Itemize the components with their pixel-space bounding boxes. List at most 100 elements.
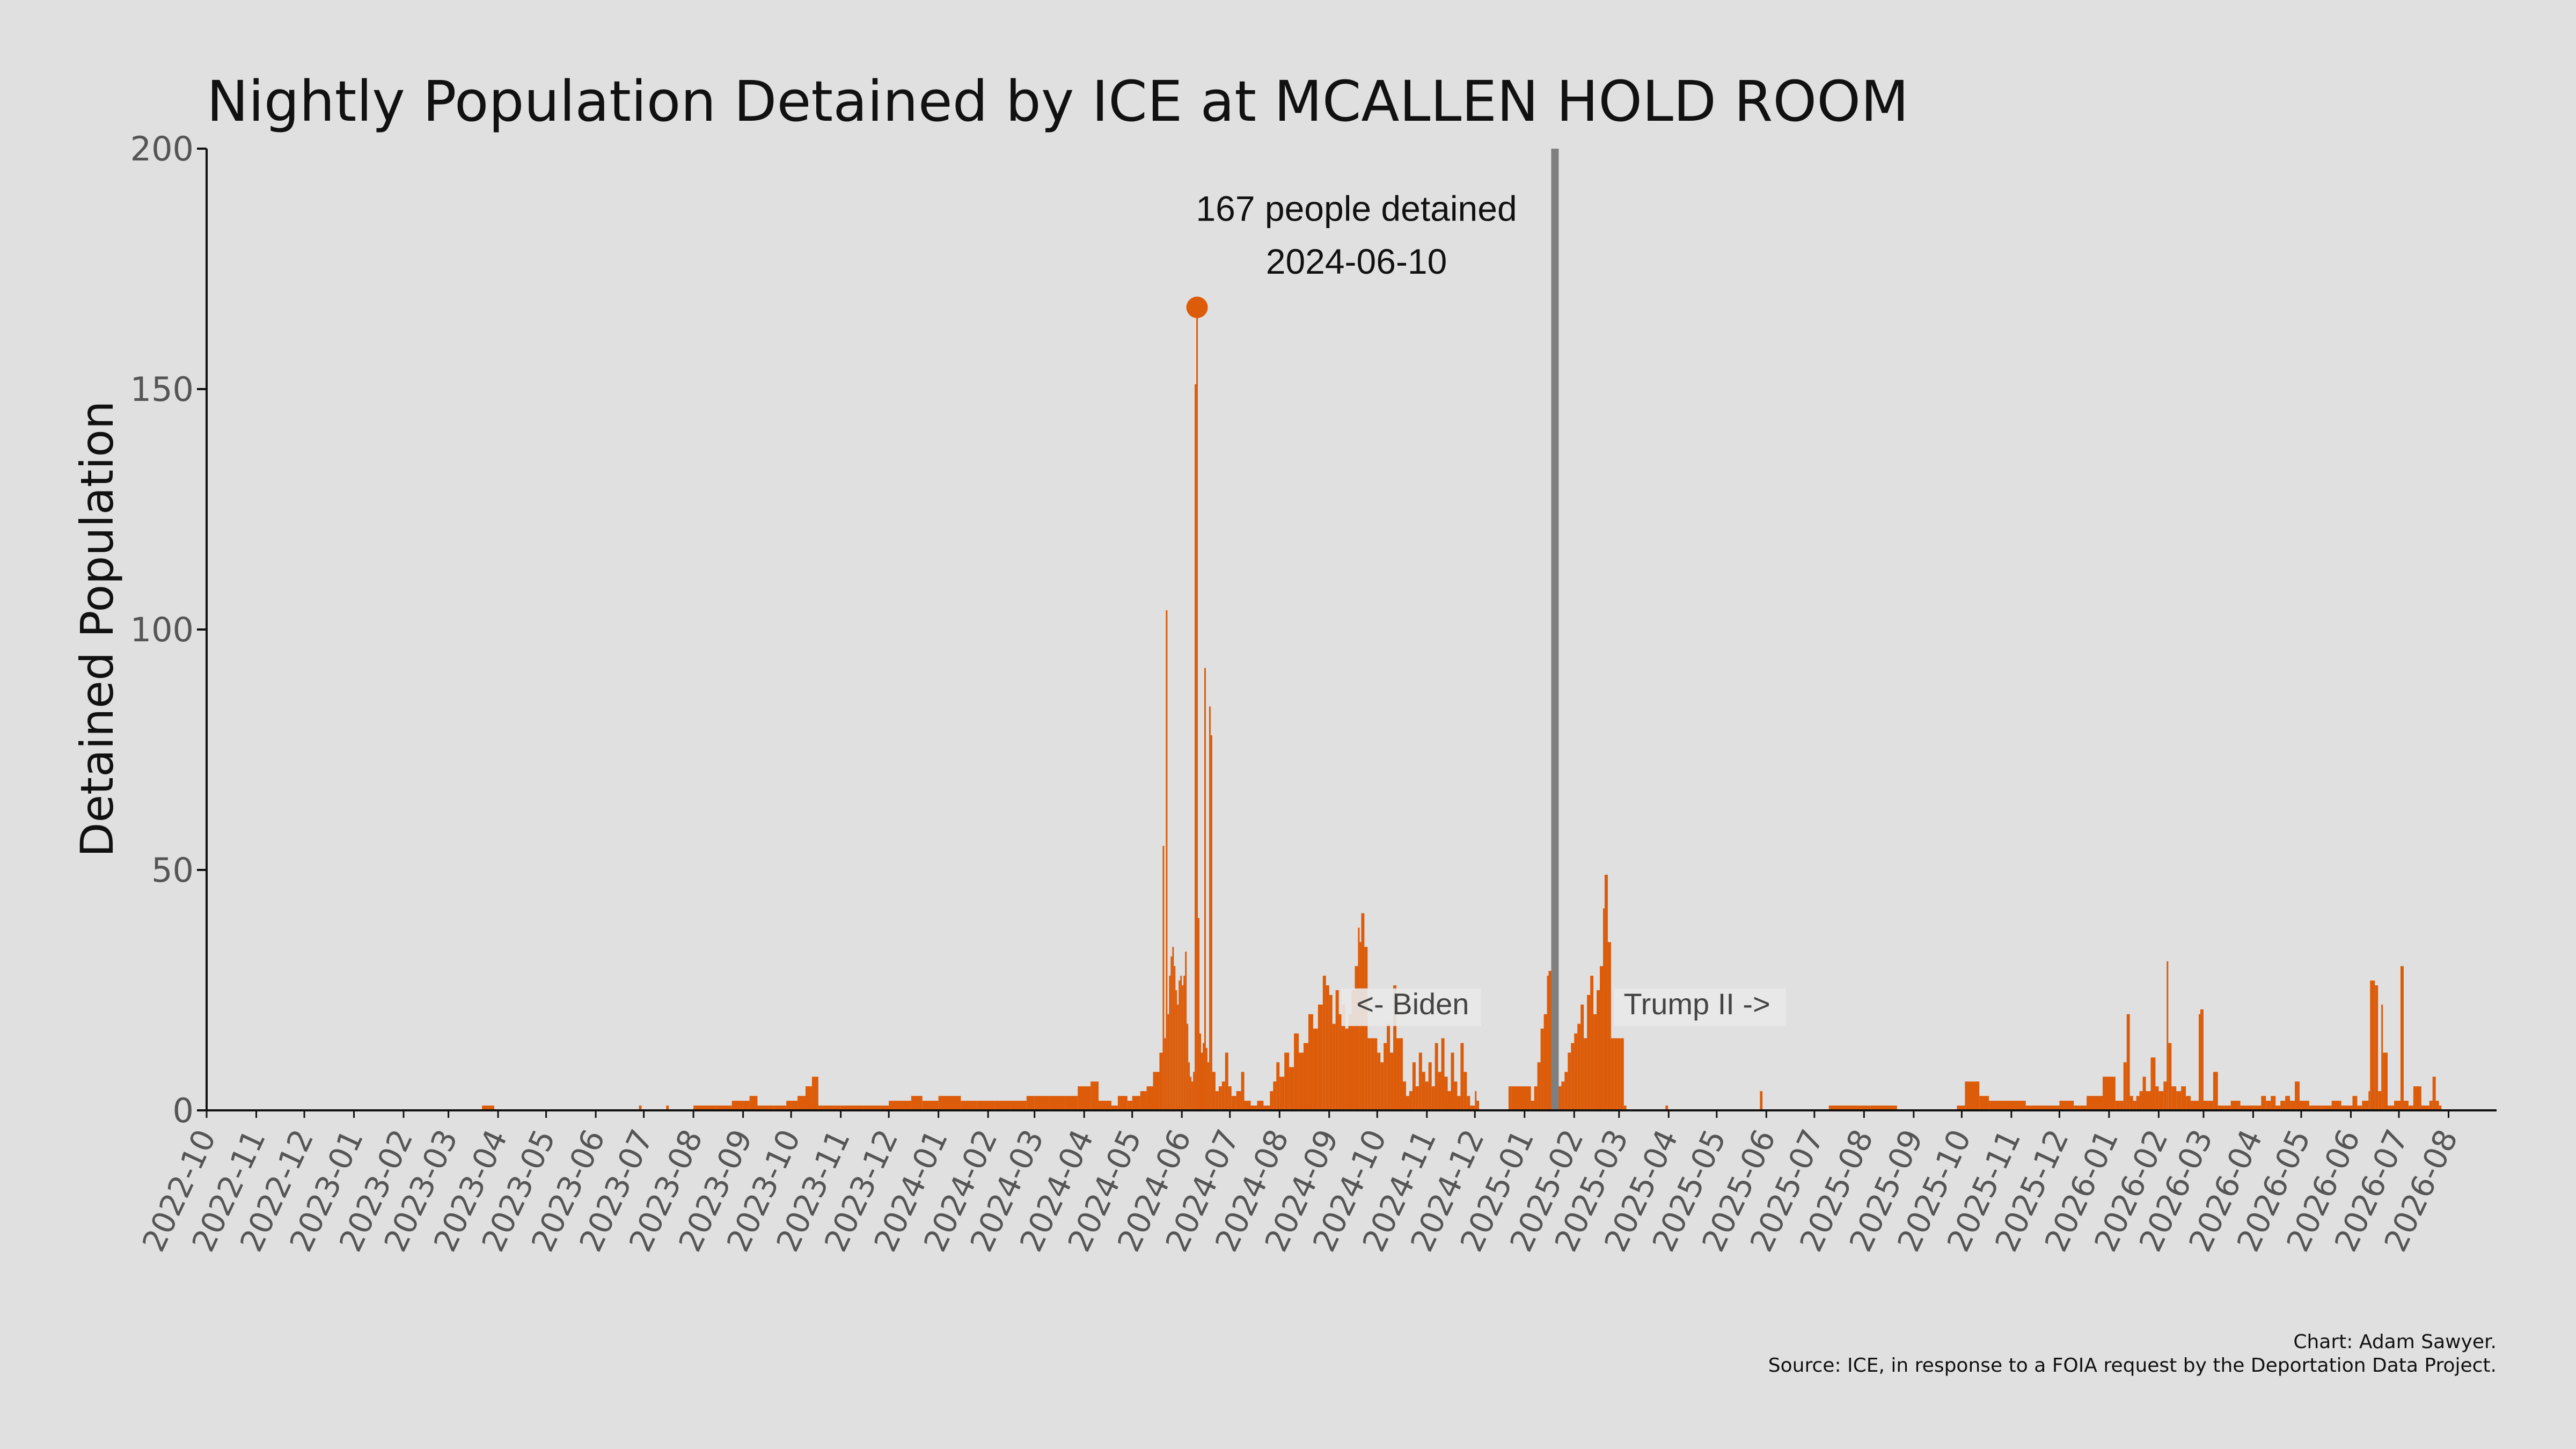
bar — [2203, 1101, 2208, 1110]
bar — [1531, 1101, 1534, 1110]
bar — [715, 1106, 732, 1110]
bar — [2378, 1091, 2382, 1110]
bar — [2218, 1106, 2224, 1110]
bar — [1225, 1052, 1228, 1110]
bar — [1571, 1043, 1575, 1110]
bar — [1543, 1014, 1547, 1110]
bar — [1111, 1106, 1118, 1110]
bar — [1010, 1101, 1027, 1110]
bar — [1345, 1028, 1349, 1110]
bar — [1180, 976, 1182, 1110]
bar — [1607, 942, 1611, 1110]
bar — [2230, 1101, 2241, 1110]
bar — [1454, 1081, 1458, 1110]
bar — [2176, 1091, 2182, 1110]
bar — [1159, 1052, 1163, 1110]
bar — [1294, 1033, 1299, 1110]
bar — [1425, 1081, 1429, 1110]
bar — [1444, 1077, 1448, 1110]
bar — [743, 1101, 750, 1110]
bar — [1342, 1004, 1345, 1110]
bar — [903, 1101, 911, 1110]
bar — [2370, 980, 2375, 1110]
bar — [840, 1106, 863, 1110]
bar — [1438, 1072, 1441, 1110]
bar — [1284, 1052, 1290, 1110]
bar — [1853, 1106, 1871, 1110]
bar — [889, 1101, 904, 1110]
y-axis-ticks: 0 50 100 150 200 — [130, 129, 207, 1130]
bar — [1476, 1101, 1480, 1110]
bar — [2155, 1086, 2159, 1110]
bar — [1244, 1101, 1251, 1110]
bar — [2181, 1086, 2186, 1110]
bar — [1435, 1043, 1438, 1110]
bar — [1183, 976, 1185, 1110]
bar — [1511, 1086, 1531, 1110]
bar — [1620, 1038, 1624, 1110]
bar — [1564, 1072, 1568, 1110]
bar — [2255, 1106, 2262, 1110]
bar — [1348, 1014, 1352, 1110]
bar — [2146, 1091, 2151, 1110]
bar — [1377, 1052, 1381, 1110]
bar — [1380, 1062, 1384, 1110]
bar — [1322, 976, 1326, 1110]
bar — [1415, 1086, 1419, 1110]
bar — [1167, 1014, 1169, 1110]
bar — [1218, 1086, 1222, 1110]
bar — [1463, 1072, 1467, 1110]
bar — [1611, 1038, 1614, 1110]
bar — [1617, 1038, 1621, 1110]
bar — [1577, 1023, 1581, 1110]
bar — [1584, 1038, 1587, 1110]
biden-label: <- Biden — [1356, 987, 1469, 1021]
bar — [1170, 956, 1173, 1110]
bar — [2191, 1101, 2196, 1110]
bar — [2400, 966, 2404, 1110]
bar — [2123, 1062, 2127, 1110]
peak-marker — [1186, 296, 1208, 318]
bar — [2102, 1077, 2116, 1110]
bar — [1179, 980, 1181, 1110]
bar — [2388, 1106, 2395, 1110]
bar — [1172, 947, 1174, 1110]
bar — [1580, 1004, 1584, 1110]
bar — [805, 1086, 812, 1110]
bar — [1547, 976, 1549, 1110]
bar — [1390, 1052, 1394, 1110]
bar — [1241, 1072, 1245, 1110]
trump-label-box — [1614, 988, 1786, 1026]
biden-label-box — [1341, 988, 1481, 1026]
bar — [2421, 1106, 2429, 1110]
bar — [2439, 1106, 2442, 1110]
bar — [1400, 1038, 1403, 1110]
bar — [2133, 1101, 2136, 1110]
bar — [1894, 1106, 1897, 1110]
bar — [2331, 1101, 2341, 1110]
bar — [1534, 1086, 1538, 1110]
bar — [1451, 1052, 1454, 1110]
bar — [2129, 1096, 2133, 1110]
bar — [1250, 1106, 1257, 1110]
bar — [2435, 1101, 2439, 1110]
bar — [2224, 1106, 2231, 1110]
bar — [1091, 1081, 1099, 1110]
bar — [797, 1096, 806, 1110]
bar — [1204, 668, 1206, 1110]
bar — [1828, 1106, 1853, 1110]
bar — [2403, 1101, 2409, 1110]
bar — [2167, 961, 2169, 1110]
bar — [1187, 1023, 1189, 1110]
bar — [2142, 1077, 2146, 1110]
bar — [1428, 1062, 1432, 1110]
bar — [757, 1106, 774, 1110]
bar — [1597, 990, 1600, 1110]
bar — [1153, 1072, 1160, 1110]
y-tick-label: 100 — [130, 610, 194, 649]
bar — [1665, 1106, 1668, 1110]
bar — [1402, 1081, 1406, 1110]
bar — [1065, 1096, 1078, 1110]
bar — [1475, 1091, 1477, 1110]
bar — [2285, 1096, 2290, 1110]
